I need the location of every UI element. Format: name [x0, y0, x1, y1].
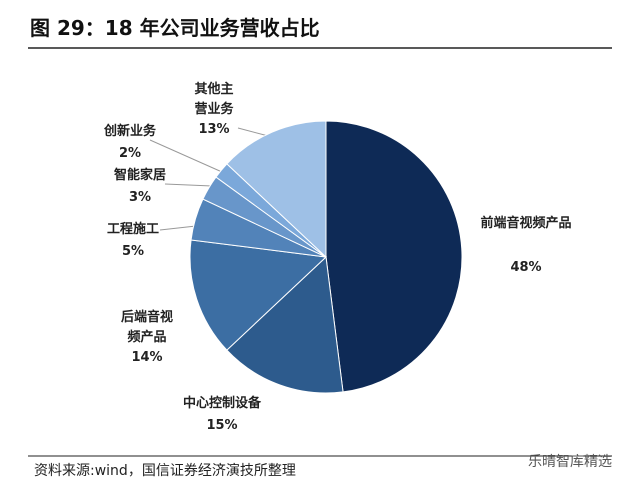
leader-lines [149, 127, 277, 231]
slice-label: 前端音视频产品 [480, 216, 572, 231]
slice-label: 中心控制设备 [182, 396, 261, 411]
slice-label: 工程施工 [106, 222, 159, 237]
slice-label: 其他主营业务 [194, 82, 234, 117]
value-label: 13% [198, 122, 230, 137]
source: 资料来源:wind，国信证券经济演技所整理 [34, 463, 296, 479]
pie-slice [325, 120, 463, 393]
chart-title: 图 29：18 年公司业务营收占比 [30, 16, 320, 40]
value-label: 48% [510, 260, 542, 275]
value-label: 15% [206, 418, 238, 433]
slice-label: 创新业务 [103, 124, 156, 139]
slice-label: 智能家居 [113, 168, 166, 183]
pie-slice [189, 239, 328, 351]
slice-label: 后端音视频产品 [120, 310, 173, 345]
pie-slice [226, 120, 327, 259]
value-label: 2% [118, 146, 142, 161]
value-label: 14% [131, 350, 163, 365]
pie-slice [226, 255, 344, 394]
value-label: 3% [128, 190, 152, 205]
watermark: 乐晴智库精选 [528, 454, 612, 470]
value-label: 5% [121, 244, 145, 259]
